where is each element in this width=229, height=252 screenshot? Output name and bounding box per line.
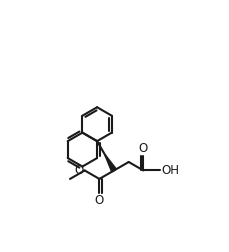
Text: O: O <box>94 194 104 207</box>
Text: O: O <box>138 142 147 155</box>
Polygon shape <box>105 155 116 172</box>
Text: OH: OH <box>160 164 178 177</box>
Text: O: O <box>74 164 84 177</box>
